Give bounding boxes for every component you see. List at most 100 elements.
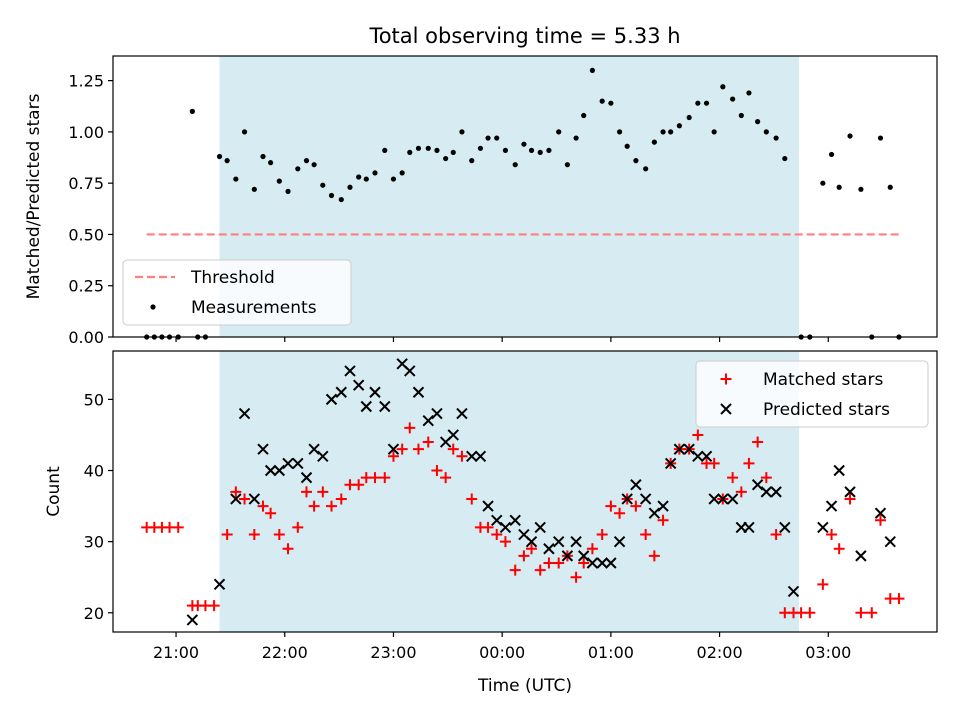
predicted-star-point	[369, 386, 381, 398]
predicted-star-point	[552, 535, 565, 548]
ratio-y-axis-label: Matched/Predicted stars	[24, 93, 44, 299]
measurement-point	[887, 184, 893, 190]
predicted-star-point	[282, 457, 294, 470]
predicted-star-point	[264, 464, 277, 477]
matched-star-point	[553, 557, 565, 569]
measurement-point	[521, 141, 527, 147]
predicted-star-point	[273, 464, 286, 477]
matched-star-point	[518, 550, 530, 562]
matched-star-point	[526, 543, 538, 555]
measurement-point	[608, 100, 614, 106]
legend-measurements-swatch	[150, 304, 156, 310]
matched-star-point	[208, 600, 220, 612]
y-tick-label: 40	[84, 462, 104, 481]
measurement-point	[415, 145, 422, 151]
measurement-point	[828, 151, 835, 158]
y-tick-label: 0.75	[68, 174, 104, 193]
measurement-point	[469, 158, 475, 164]
matched-star-point	[257, 500, 269, 512]
predicted-star-point	[570, 535, 582, 548]
measurement-point	[686, 114, 692, 121]
measurement-point	[599, 98, 605, 104]
matched-star-point	[596, 529, 608, 541]
matched-star-point	[440, 472, 452, 484]
predicted-star-point	[543, 543, 555, 555]
measurement-point	[356, 174, 362, 180]
matched-star-point	[534, 564, 546, 576]
measurement-point	[660, 129, 666, 135]
matched-star-point	[760, 472, 772, 484]
x-tick-label: 23:00	[370, 643, 416, 662]
predicted-star-point	[230, 493, 242, 505]
measurement-point	[372, 170, 378, 176]
matched-star-point	[817, 578, 829, 590]
measurement-point	[528, 147, 535, 153]
matched-star-point	[509, 564, 521, 576]
measurement-point	[546, 147, 552, 153]
chart-title: Total observing time = 5.33 h	[368, 24, 680, 48]
matched-star-point	[273, 529, 285, 541]
predicted-star-point	[787, 585, 800, 598]
matched-star-point	[855, 607, 867, 619]
matched-star-point	[456, 450, 468, 462]
measurement-point	[847, 133, 853, 139]
measurement-point	[459, 129, 465, 135]
predicted-star-point	[692, 450, 704, 462]
measurement-point	[494, 135, 500, 141]
predicted-star-point	[352, 379, 365, 391]
predicted-star-point	[825, 500, 838, 512]
matched-star-point	[282, 543, 294, 555]
measurement-point	[512, 162, 518, 168]
measurement-point	[651, 139, 657, 145]
matched-star-point	[404, 422, 416, 434]
x-tick-label: 03:00	[805, 643, 851, 662]
measurement-point	[616, 129, 623, 135]
measurement-point	[399, 170, 405, 176]
matched-star-point	[422, 436, 434, 448]
y-tick-label: 0.00	[68, 328, 104, 347]
y-tick-label: 0.50	[68, 225, 104, 244]
predicted-star-point	[534, 521, 546, 534]
measurement-point	[224, 158, 230, 164]
predicted-star-point	[657, 500, 669, 512]
matched-star-point	[317, 486, 329, 498]
y-tick-label: 20	[84, 604, 104, 623]
matched-star-point	[172, 521, 184, 533]
measurement-point	[782, 155, 788, 162]
matched-star-point	[466, 493, 478, 505]
matched-star-point	[752, 436, 764, 448]
plot-frame	[112, 350, 938, 633]
predicted-star-point	[344, 365, 356, 377]
predicted-star-point	[844, 486, 856, 498]
measurement-point	[251, 186, 257, 192]
predicted-star-point	[673, 443, 686, 455]
predicted-star-point	[257, 443, 269, 455]
predicted-star-point	[325, 393, 338, 406]
predicted-star-point	[648, 507, 661, 519]
measurement-point	[443, 155, 449, 162]
predicted-star-point	[833, 464, 845, 477]
measurement-point	[434, 147, 440, 153]
measurement-point	[502, 147, 509, 153]
predicted-star-point	[387, 443, 400, 455]
measurement-point	[556, 129, 562, 135]
matched-star-point	[335, 493, 347, 505]
predicted-star-point	[700, 450, 713, 462]
predicted-star-point	[751, 479, 764, 491]
matched-star-point	[265, 507, 277, 519]
predicted-star-point	[292, 457, 304, 470]
matched-star-point	[893, 593, 905, 605]
predicted-star-point	[577, 550, 590, 562]
y-tick-label: 0.25	[68, 277, 104, 296]
count-y-axis-label: Count	[44, 466, 64, 517]
legend-threshold-label: Threshold	[190, 268, 275, 288]
matched-star-point	[570, 571, 582, 583]
predicted-star-point	[779, 521, 791, 534]
legend-measurements-label: Measurements	[191, 298, 317, 318]
matched-star-point	[804, 607, 816, 619]
matched-star-point	[239, 493, 251, 505]
measurement-point	[720, 84, 726, 90]
measurement-point	[450, 149, 456, 156]
measurement-point	[276, 178, 282, 184]
